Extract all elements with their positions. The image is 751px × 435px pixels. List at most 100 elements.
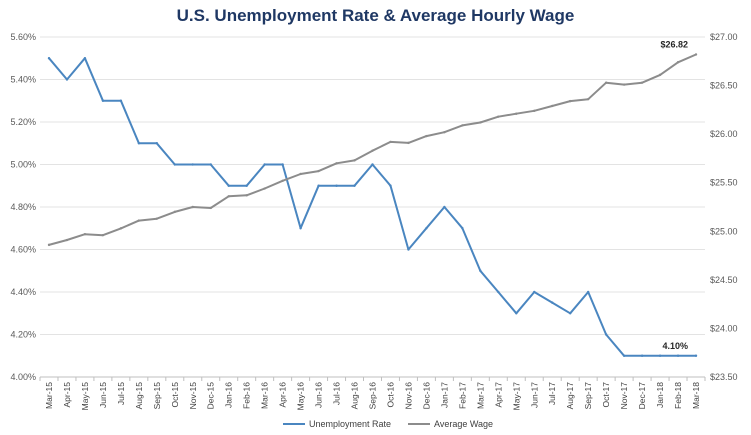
x-tick-label: Oct-16 bbox=[385, 382, 395, 408]
left-axis-tick-label: 4.80% bbox=[10, 202, 36, 212]
unemployment-rate-end-label: 4.10% bbox=[662, 341, 688, 351]
left-axis-tick-label: 5.00% bbox=[10, 160, 36, 170]
x-tick-label: Mar-18 bbox=[691, 382, 701, 409]
left-axis-tick-label: 4.00% bbox=[10, 372, 36, 382]
average-wage-point bbox=[317, 169, 320, 173]
right-axis-tick-label: $26.50 bbox=[710, 81, 738, 91]
legend-label: Unemployment Rate bbox=[309, 419, 391, 429]
right-axis-tick-label: $24.00 bbox=[710, 323, 738, 333]
unemployment-rate-point bbox=[281, 163, 284, 166]
x-tick-label: Oct-17 bbox=[601, 382, 611, 408]
x-tick-label: Mar-15 bbox=[44, 382, 54, 409]
right-axis-tick-label: $26.00 bbox=[710, 129, 738, 139]
right-axis-tick-label: $23.50 bbox=[710, 372, 738, 382]
unemployment-rate-point bbox=[371, 163, 374, 166]
chart-title: U.S. Unemployment Rate & Average Hourly … bbox=[176, 6, 575, 25]
average-wage-point bbox=[245, 194, 248, 197]
x-tick-label: Dec-17 bbox=[637, 382, 647, 410]
x-tick-label: Jun-15 bbox=[98, 382, 108, 408]
unemployment-rate-point bbox=[227, 184, 230, 187]
x-tick-label: Jun-16 bbox=[314, 382, 324, 408]
unemployment-rate-point bbox=[569, 312, 572, 315]
unemployment-rate-point bbox=[461, 227, 464, 230]
average-wage-point bbox=[407, 141, 410, 145]
x-tick-label: Jan-18 bbox=[655, 382, 665, 408]
average-wage-point bbox=[443, 131, 446, 134]
average-wage-point bbox=[335, 162, 338, 165]
x-tick-label: May-15 bbox=[80, 382, 90, 411]
right-axis-tick-label: $27.00 bbox=[710, 32, 738, 42]
average-wage-point bbox=[694, 53, 698, 56]
unemployment-rate-point bbox=[335, 184, 338, 187]
average-wage-point bbox=[137, 219, 141, 222]
average-wage-point bbox=[497, 115, 500, 118]
unemployment-rate-point bbox=[586, 290, 590, 294]
unemployment-rate-point bbox=[407, 248, 410, 251]
unemployment-rate-point bbox=[317, 184, 320, 187]
x-tick-label: Feb-17 bbox=[457, 382, 467, 409]
left-axis-tick-label: 5.40% bbox=[10, 75, 36, 85]
unemployment-rate-point bbox=[173, 163, 176, 166]
left-axis-tick-label: 4.60% bbox=[10, 245, 36, 255]
left-axis-tick-label: 4.20% bbox=[10, 330, 36, 340]
unemployment-rate-point bbox=[245, 184, 248, 187]
average-wage-point bbox=[83, 233, 87, 236]
unemployment-rate-point bbox=[551, 301, 554, 304]
x-tick-label: Nov-15 bbox=[188, 382, 198, 410]
unemployment-rate-point bbox=[119, 99, 123, 102]
average-wage-point bbox=[479, 121, 482, 124]
x-tick-label: Aug-17 bbox=[565, 382, 575, 410]
average-wage-point bbox=[371, 149, 374, 152]
x-tick-label: Jan-16 bbox=[224, 382, 234, 408]
unemployment-rate-point bbox=[640, 354, 644, 357]
unemployment-rate-point bbox=[47, 57, 51, 60]
average-wage-point bbox=[101, 233, 105, 237]
right-axis-tick-label: $24.50 bbox=[710, 275, 738, 285]
average-wage-point bbox=[389, 140, 392, 144]
unemployment-rate-point bbox=[65, 78, 69, 81]
unemployment-rate-point bbox=[263, 163, 266, 166]
x-tick-label: Sep-15 bbox=[152, 382, 162, 410]
unemployment-rate-point bbox=[676, 354, 680, 357]
average-wage-point bbox=[551, 104, 554, 108]
unemployment-rate-point bbox=[137, 142, 141, 145]
x-tick-label: Nov-17 bbox=[619, 382, 629, 410]
x-tick-label: Feb-18 bbox=[673, 382, 683, 409]
average-wage-point bbox=[515, 112, 518, 115]
average-wage-point bbox=[173, 210, 176, 214]
x-tick-label: Mar-16 bbox=[260, 382, 270, 409]
unemployment-rate-point bbox=[191, 163, 194, 166]
average-wage-point bbox=[353, 159, 356, 162]
unemployment-rate-point bbox=[443, 205, 446, 209]
left-axis-tick-label: 5.20% bbox=[10, 117, 36, 127]
average-wage-point bbox=[281, 179, 284, 182]
x-tick-label: Jul-15 bbox=[116, 382, 126, 405]
unemployment-rate-point bbox=[604, 333, 608, 336]
unemployment-rate-point bbox=[389, 184, 392, 187]
left-axis-tick-label: 5.60% bbox=[10, 32, 36, 42]
unemployment-rate-point bbox=[479, 269, 482, 272]
average-wage-point bbox=[263, 187, 266, 190]
x-tick-label: Apr-15 bbox=[62, 382, 72, 408]
x-tick-label: Feb-16 bbox=[242, 382, 252, 409]
x-tick-label: Jul-16 bbox=[332, 382, 342, 405]
average-wage-point bbox=[119, 227, 123, 230]
average-wage-point bbox=[299, 172, 302, 176]
average-wage-end-label: $26.82 bbox=[660, 39, 688, 49]
average-wage-point bbox=[461, 124, 464, 127]
average-wage-point bbox=[227, 195, 230, 198]
average-wage-point bbox=[209, 206, 212, 210]
average-wage-point bbox=[155, 217, 159, 220]
x-tick-label: May-17 bbox=[511, 382, 521, 411]
average-wage-point bbox=[622, 83, 626, 86]
average-wage-point bbox=[533, 109, 536, 113]
average-wage-point bbox=[191, 205, 194, 209]
x-tick-label: Mar-17 bbox=[475, 382, 485, 409]
unemployment-rate-point bbox=[353, 184, 356, 187]
right-axis-tick-label: $25.00 bbox=[710, 226, 738, 236]
x-tick-label: Dec-16 bbox=[421, 382, 431, 410]
unemployment-rate-point bbox=[515, 312, 518, 315]
unemployment-rate-point bbox=[209, 163, 212, 166]
unemployment-rate-point bbox=[299, 227, 302, 230]
